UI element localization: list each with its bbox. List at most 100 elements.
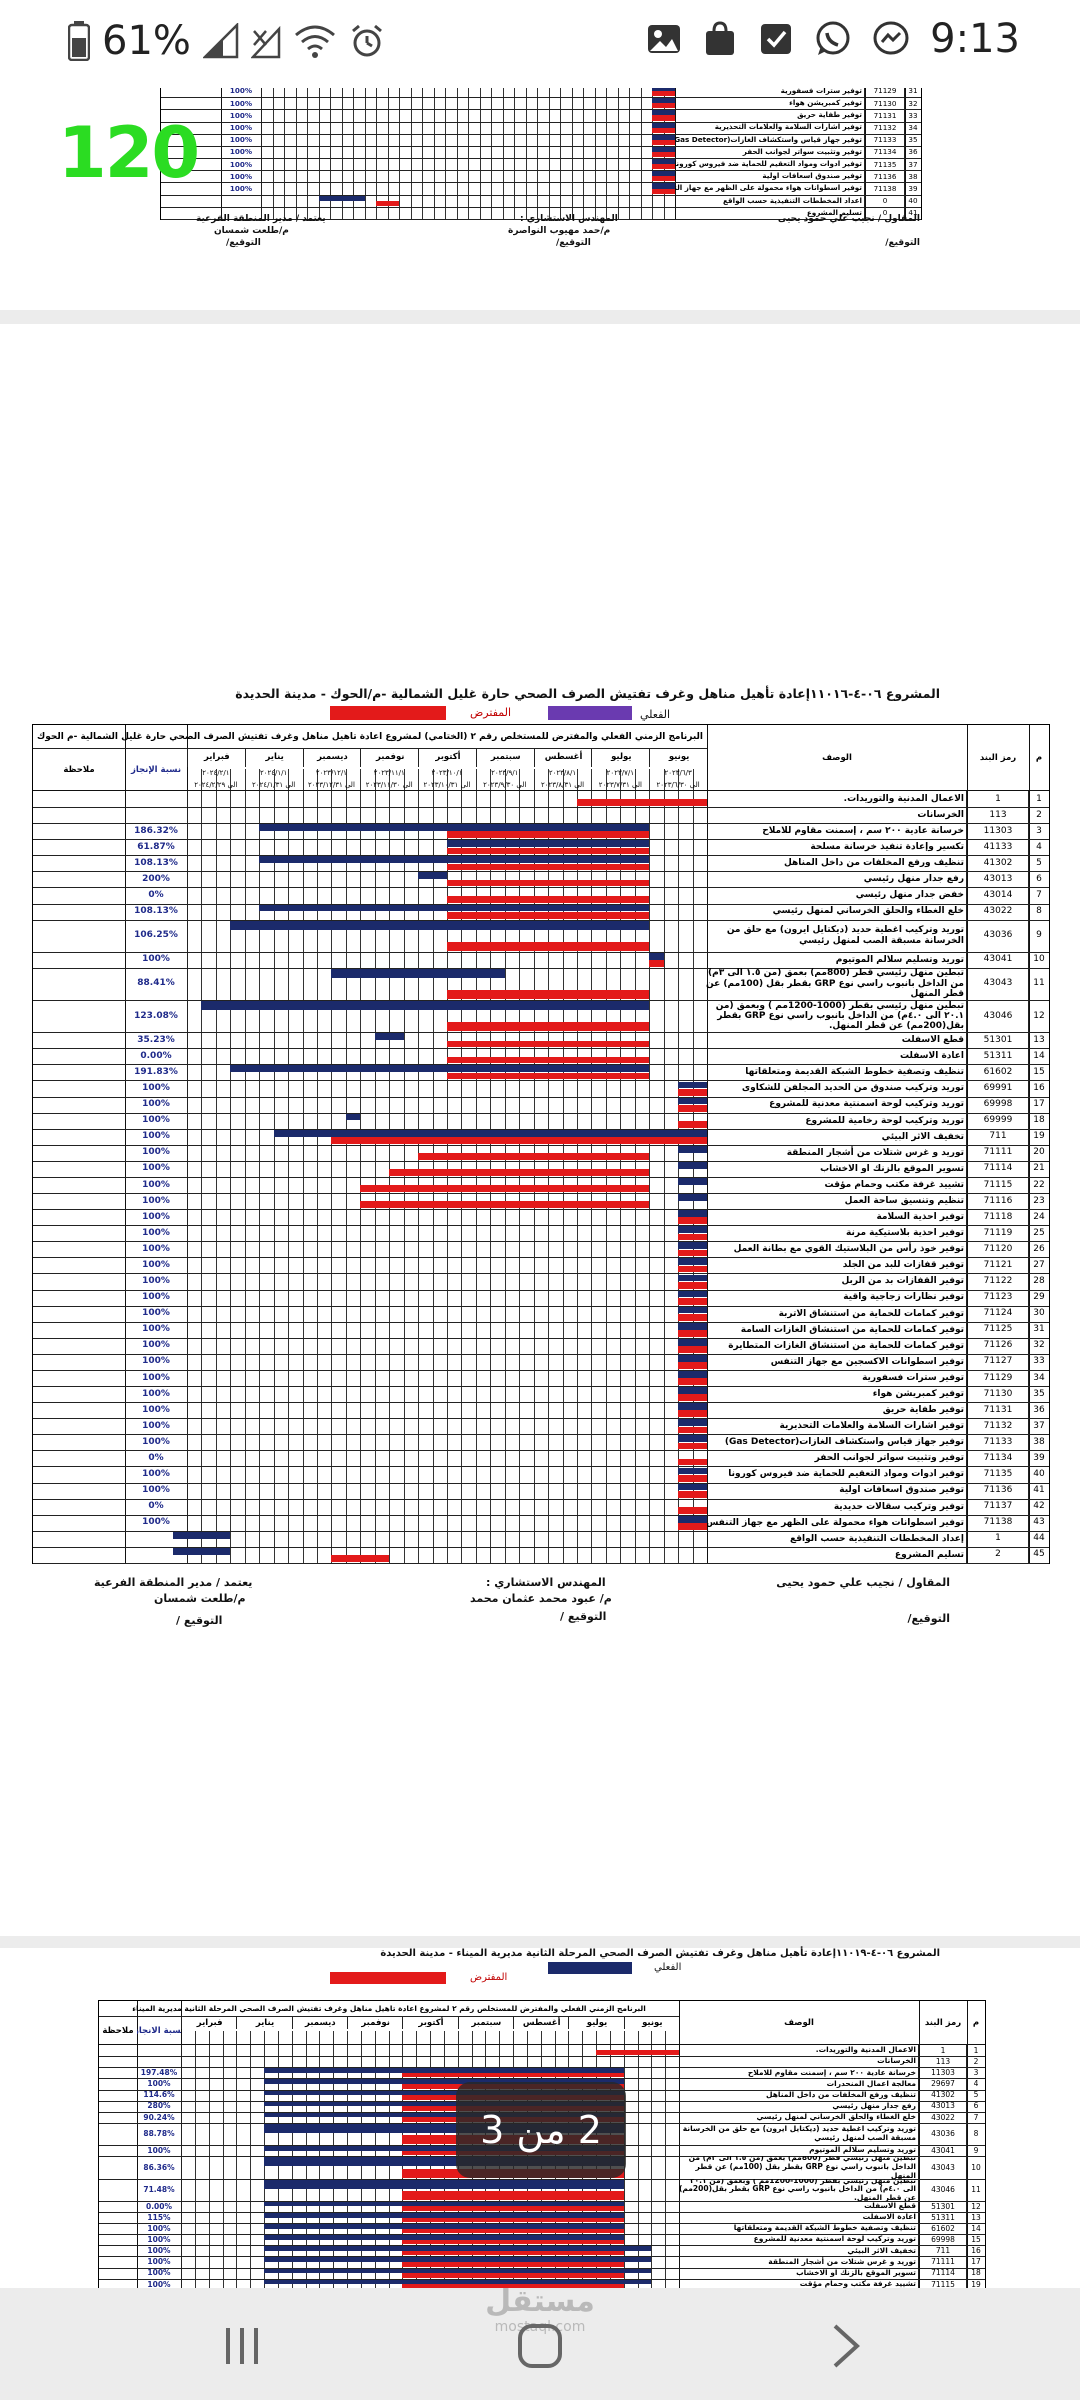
- sig-contractor-sign-p2: التوقيع/: [907, 1612, 950, 1625]
- back-button[interactable]: [815, 2316, 875, 2376]
- row-number: 14: [1028, 1048, 1049, 1065]
- gantt-grid-line: [594, 88, 596, 219]
- actual-bar: [678, 1210, 707, 1217]
- completion-percent: 71.48%: [137, 2178, 182, 2201]
- planned-bar: [678, 1088, 707, 1096]
- item-code: 71122: [966, 1273, 1029, 1290]
- item-description: قطع الاسفلت: [901, 1035, 964, 1046]
- completion-percent: [221, 194, 262, 207]
- actual-bar: [264, 2246, 652, 2252]
- item-description: توفير اسطوانات هواء محمولة على الظهر مع …: [672, 183, 862, 193]
- gantt-grid-line: [273, 769, 275, 1563]
- actual-bar: [264, 2279, 652, 2285]
- item-code: 113: [918, 2056, 967, 2068]
- sig-engineer-sign-p1: التوقيع/: [556, 238, 591, 248]
- item-description: تسليم المشروع: [806, 207, 862, 217]
- battery-icon: [68, 21, 90, 61]
- actual-bar: [678, 1258, 707, 1266]
- table-row: 18 69999 توريد وتركيب لوحة رخامية للمشروع 1…: [33, 1112, 1049, 1130]
- item-code: 43046: [966, 1000, 1029, 1033]
- row-number: 22: [1028, 1177, 1049, 1194]
- gantt-grid-line: [479, 88, 481, 219]
- row-number: 44: [1028, 1530, 1049, 1547]
- wifi-icon: [294, 25, 335, 58]
- signal-icon: [202, 23, 239, 59]
- header-divider: [33, 790, 1049, 791]
- actual-bar: [172, 1531, 231, 1539]
- item-code: 71111: [966, 1144, 1029, 1161]
- row-number: 6: [966, 2100, 985, 2112]
- item-code: 71121: [966, 1257, 1029, 1274]
- row-number: 18: [1028, 1112, 1049, 1129]
- table-row: 31 71125 توفير كمامات للحماية من استنشاق ا…: [33, 1321, 1049, 1339]
- row-number: 43: [1028, 1514, 1049, 1531]
- planned-bar: [652, 127, 675, 133]
- actual-bar: [652, 122, 675, 128]
- recent-apps-button[interactable]: [212, 2316, 272, 2376]
- item-description: توريد وتركيب لوحة رخامية للمشروع: [805, 1115, 964, 1126]
- month-header: يونيو: [649, 748, 708, 767]
- item-description: توفير سترات فسفورية: [862, 1372, 964, 1383]
- item-description: توفير صندوق اسعافات اولية: [839, 1485, 964, 1496]
- actual-bar: [264, 2268, 652, 2274]
- column-divider: [905, 88, 906, 219]
- item-code: 43046: [918, 2178, 967, 2201]
- completion-percent: 88.78%: [137, 2122, 182, 2146]
- completion-percent: 200%: [125, 871, 188, 888]
- table-row: 3 11303 خرسانة عادية ٢٠٠ سم ، إسمنت مقاوم …: [33, 823, 1049, 841]
- row-number: 32: [1028, 1337, 1049, 1354]
- month-header: فبراير: [187, 748, 246, 767]
- row-number: 23: [1028, 1193, 1049, 1210]
- sig-director-sign-p1: التوقيع/: [226, 238, 261, 248]
- row-number: 9: [966, 2145, 985, 2157]
- gantt-grid-line: [389, 769, 390, 1563]
- planned-bar: [447, 895, 650, 903]
- item-description: توفير طفاية حريق: [882, 1405, 964, 1416]
- item-description: توفير وتثبيت سواتر لجوانب الحفر: [814, 1453, 964, 1464]
- gantt-grid-line: [445, 88, 446, 219]
- item-description: توفير احذية بلاستيكية مرنة: [846, 1228, 964, 1239]
- actual-bar: [374, 1033, 404, 1040]
- sig-director-p2: يعتمد / مدير المنطقة الفرعية: [94, 1576, 253, 1589]
- actual-bar: [264, 2123, 624, 2133]
- month-header: يناير: [236, 2016, 292, 2029]
- document-viewer[interactable]: 31 71129 توفير سترات فسفورية 100% 32 71130 توف…: [0, 88, 1080, 2288]
- item-description: اعداد المخططات التنفيذية حسب الواقع: [723, 195, 862, 205]
- completion-percent: 100%: [137, 2078, 182, 2090]
- actual-bar: [678, 1483, 707, 1491]
- item-code: 71116: [966, 1193, 1029, 1210]
- home-button[interactable]: [510, 2316, 570, 2376]
- row-number: 3: [1028, 823, 1049, 840]
- completion-percent: 100%: [221, 145, 262, 159]
- row-number: 29: [1028, 1289, 1049, 1306]
- actual-bar: [259, 824, 650, 831]
- planned-bar: [447, 911, 650, 919]
- table-row: 5 41302 تنظيف ورفع المخلفات من داخل المناه…: [33, 855, 1049, 873]
- item-code: 11303: [966, 823, 1029, 840]
- legend-planned-label: المفترض: [470, 706, 512, 719]
- item-code: 71130: [966, 1386, 1029, 1403]
- column-divider: [967, 725, 968, 1563]
- item-code: 71135: [864, 158, 905, 171]
- actual-bar: [264, 2257, 652, 2263]
- legend-planned-swatch: [330, 706, 446, 720]
- home-icon: [518, 2324, 562, 2368]
- planned-bar: [389, 1169, 650, 1176]
- item-code: 71129: [864, 88, 905, 98]
- gantt-grid-line: [519, 769, 520, 1563]
- row-number: 12: [1028, 1000, 1049, 1033]
- item-description: توريد وتسليم سلالم الموتيوم: [809, 2145, 916, 2155]
- page2-title: المشروع ٠٦-٤-١١٠١٦إعادة تأهيل مناهل وغرف…: [235, 686, 940, 701]
- actual-bar: [678, 1419, 707, 1426]
- planned-bar: [652, 176, 675, 182]
- item-code: 71129: [966, 1370, 1029, 1387]
- item-description: توفير وتثبيت سواتر لجوانب الحفر: [742, 146, 862, 156]
- table-row: 32 71126 توفير كمامات للحماية من استنشاق ا…: [33, 1337, 1049, 1355]
- item-code: 43013: [918, 2100, 967, 2112]
- table-row: 35 71133 توفير جهاز قياس واستكشاف الغازات(…: [161, 133, 921, 147]
- completion-percent: 100%: [125, 1144, 188, 1161]
- item-code: 71114: [918, 2267, 967, 2279]
- table-row: 30 71124 توفير كمامات للحماية من استنشاق ا…: [33, 1305, 1049, 1323]
- planned-bar: [360, 1185, 650, 1193]
- table-row: 28 71122 توفير القفازات بد من الربل 100%: [33, 1273, 1049, 1291]
